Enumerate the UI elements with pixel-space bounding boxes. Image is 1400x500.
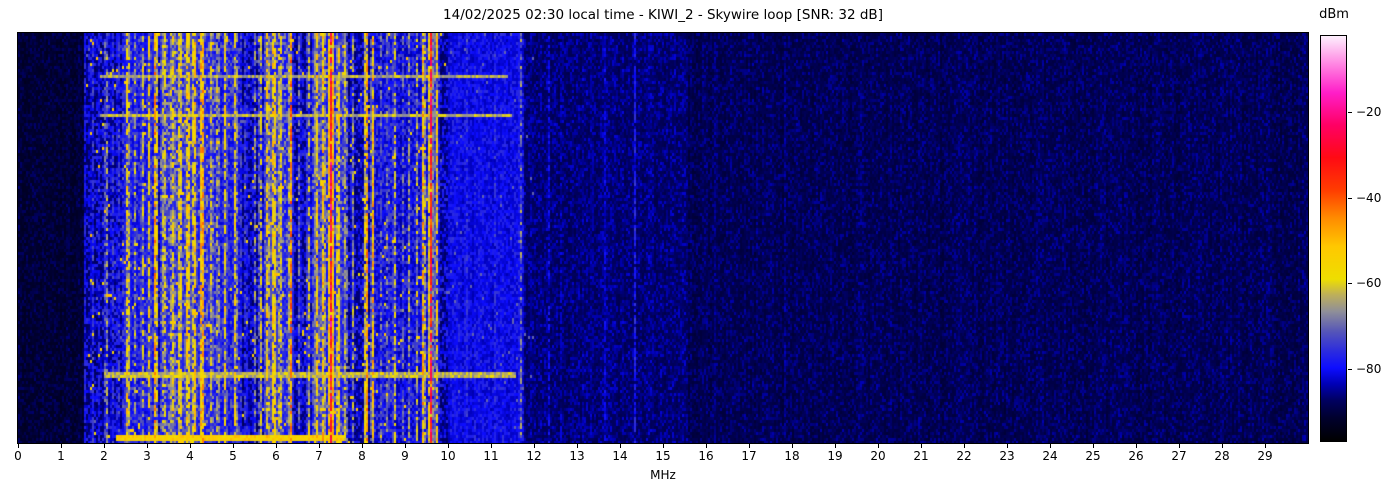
- x-tick: [18, 444, 19, 448]
- x-tick-label: 26: [1128, 449, 1144, 463]
- x-tick: [190, 444, 191, 448]
- x-tick-label: 6: [272, 449, 280, 463]
- x-tick: [405, 444, 406, 448]
- colorbar-tick-label: −20: [1356, 105, 1382, 119]
- x-tick-label: 11: [483, 449, 499, 463]
- x-tick-label: 17: [741, 449, 757, 463]
- spectrogram-canvas: [18, 33, 1308, 443]
- x-tick: [1222, 444, 1223, 448]
- colorbar-tick-label: −40: [1356, 191, 1382, 205]
- x-tick: [61, 444, 62, 448]
- x-tick: [577, 444, 578, 448]
- colorbar-label: dBm: [1319, 7, 1349, 22]
- x-tick-label: 15: [655, 449, 671, 463]
- x-tick-label: 1: [57, 449, 65, 463]
- x-tick-label: 23: [999, 449, 1015, 463]
- colorbar-tick: [1348, 369, 1352, 370]
- x-tick-label: 14: [612, 449, 628, 463]
- x-tick: [964, 444, 965, 448]
- x-tick: [1136, 444, 1137, 448]
- x-axis-label: MHz: [650, 468, 676, 482]
- x-tick: [1050, 444, 1051, 448]
- x-tick-label: 28: [1214, 449, 1230, 463]
- x-tick-label: 9: [401, 449, 409, 463]
- x-tick-label: 13: [569, 449, 585, 463]
- colorbar-tick: [1348, 112, 1352, 113]
- x-tick: [104, 444, 105, 448]
- colorbar-tick: [1348, 198, 1352, 199]
- x-tick-label: 8: [358, 449, 366, 463]
- x-tick: [620, 444, 621, 448]
- x-tick: [319, 444, 320, 448]
- x-tick: [835, 444, 836, 448]
- x-tick: [1093, 444, 1094, 448]
- x-tick: [1007, 444, 1008, 448]
- colorbar: [1320, 35, 1347, 442]
- x-tick: [1179, 444, 1180, 448]
- x-tick: [276, 444, 277, 448]
- x-tick-label: 20: [870, 449, 886, 463]
- x-tick-label: 4: [186, 449, 194, 463]
- x-tick: [448, 444, 449, 448]
- plot-title: 14/02/2025 02:30 local time - KIWI_2 - S…: [443, 7, 883, 23]
- x-tick: [878, 444, 879, 448]
- colorbar-tick: [1348, 283, 1352, 284]
- x-tick-label: 19: [827, 449, 843, 463]
- x-tick-label: 29: [1257, 449, 1273, 463]
- x-tick: [749, 444, 750, 448]
- x-tick: [921, 444, 922, 448]
- x-tick-label: 18: [784, 449, 800, 463]
- x-tick: [491, 444, 492, 448]
- x-tick: [362, 444, 363, 448]
- x-tick-label: 2: [100, 449, 108, 463]
- x-tick-label: 0: [14, 449, 22, 463]
- x-tick: [663, 444, 664, 448]
- x-tick-label: 27: [1171, 449, 1187, 463]
- x-tick: [706, 444, 707, 448]
- spectrogram-plot: [17, 32, 1309, 444]
- colorbar-tick-label: −80: [1356, 362, 1382, 376]
- x-tick-label: 10: [440, 449, 456, 463]
- x-tick-label: 22: [956, 449, 972, 463]
- x-tick-label: 12: [526, 449, 542, 463]
- x-tick: [233, 444, 234, 448]
- x-tick-label: 24: [1042, 449, 1058, 463]
- colorbar-tick-label: −60: [1356, 276, 1382, 290]
- x-tick: [792, 444, 793, 448]
- x-tick-label: 7: [315, 449, 323, 463]
- x-tick: [147, 444, 148, 448]
- x-tick-label: 3: [143, 449, 151, 463]
- x-tick: [1265, 444, 1266, 448]
- x-tick-label: 25: [1085, 449, 1101, 463]
- x-tick-label: 21: [913, 449, 929, 463]
- x-tick-label: 5: [229, 449, 237, 463]
- x-tick: [534, 444, 535, 448]
- x-tick-label: 16: [698, 449, 714, 463]
